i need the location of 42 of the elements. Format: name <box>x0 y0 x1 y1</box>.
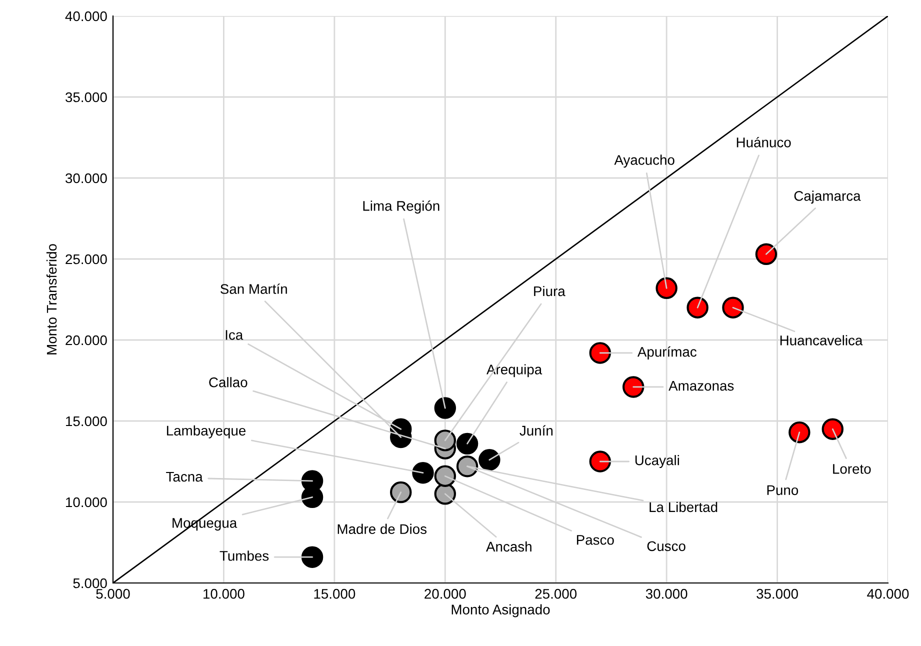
annotation: Junín <box>520 425 553 436</box>
annotation: Ancash <box>486 541 532 552</box>
x-tick-label: 25.000 <box>535 588 577 599</box>
annotation: Ayacucho <box>614 154 674 168</box>
annotation: Lima Región <box>363 200 440 214</box>
annotation: Cusco <box>647 541 686 552</box>
x-tick-label: 35.000 <box>756 588 798 599</box>
annotation: Huánuco <box>736 136 791 148</box>
annotation: Huancavelica <box>780 335 863 346</box>
y-tick-label: 35.000 <box>66 92 107 102</box>
y-tick-label: 30.000 <box>66 173 107 184</box>
annotation: Tacna <box>166 472 203 482</box>
x-axis-title: Monto Asignado <box>452 604 550 618</box>
y-tick-label: 20.000 <box>66 335 107 346</box>
annotation: Cajamarca <box>794 190 861 204</box>
y-tick-label: 40.000 <box>65 11 107 22</box>
annotation: Lambayeque <box>166 425 246 438</box>
annotation: Arequipa <box>486 364 542 378</box>
annotation: Piura <box>534 286 566 296</box>
annotation: Ica <box>226 330 244 340</box>
annotation: Ucayali <box>635 455 679 468</box>
annotation: San Martín <box>220 284 287 294</box>
y-tick-label: 15.000 <box>66 416 107 426</box>
x-tick-label: 15.000 <box>314 588 356 599</box>
annotation: La Libertad <box>650 502 718 512</box>
annotation: Apurímac <box>637 346 696 360</box>
annotation: Callao <box>209 377 248 388</box>
annotation: Tumbes <box>220 550 269 561</box>
x-tick-label: 10.000 <box>204 588 244 599</box>
y-tick-label: 5.000 <box>73 578 107 588</box>
y-axis-title: Monto Transferido <box>46 244 57 354</box>
x-tick-label: 40.000 <box>867 588 909 599</box>
annotation: Puno <box>767 485 798 496</box>
annotation: Amazonas <box>668 381 734 391</box>
annotation: Madre de Dios <box>338 524 427 534</box>
y-tick-label: 10.000 <box>66 497 107 508</box>
x-tick-label: 20.000 <box>424 588 466 599</box>
x-tick-label: 30.000 <box>646 588 688 599</box>
annotation: Pasco <box>576 535 614 545</box>
y-tick-label: 25.000 <box>66 254 107 264</box>
annotation: Loreto <box>833 464 871 474</box>
x-tick-label: 5.000 <box>96 588 130 599</box>
